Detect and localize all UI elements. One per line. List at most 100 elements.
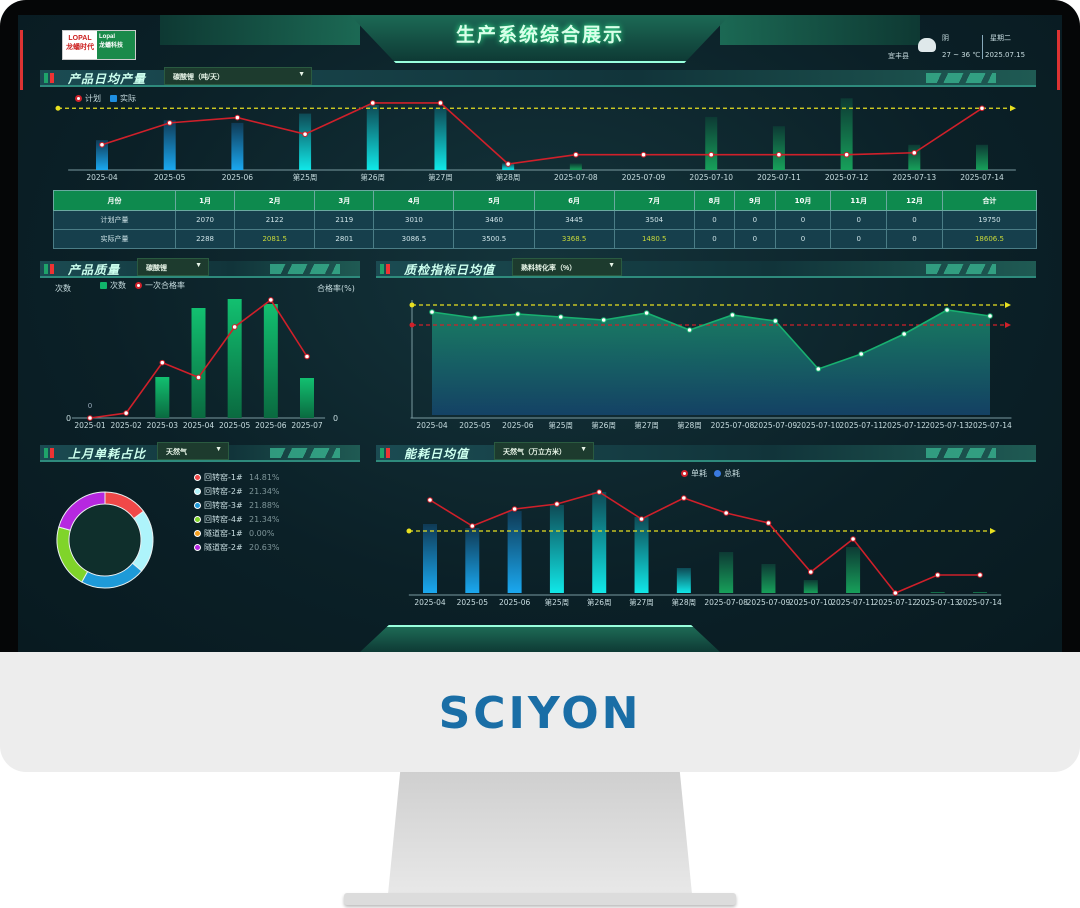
qc-index-point <box>429 309 435 315</box>
x-tick-label: 2025-07-14 <box>960 173 1004 182</box>
x-tick-label: 2025-07-12 <box>874 598 918 607</box>
data-label: 0 <box>88 402 92 410</box>
table-header: 6月 <box>533 190 615 211</box>
unit-consumption-line <box>429 491 980 594</box>
x-tick-label: 2025-05 <box>459 421 491 430</box>
x-tick-label: 2025-04 <box>86 173 118 182</box>
pass-rate-point <box>195 374 202 381</box>
bar <box>423 524 437 593</box>
pass-rate-point <box>87 415 93 421</box>
product-dropdown[interactable]: 碳酸锂（吨/天） ▼ <box>164 67 312 85</box>
lower-limit-line-start <box>409 322 415 328</box>
date: 2025.07.15 <box>985 51 1026 59</box>
dropdown-value: 天然气 <box>166 449 187 456</box>
plan-point <box>776 151 782 158</box>
panel-title: 能耗日均值 <box>404 447 470 461</box>
bar <box>549 505 564 593</box>
unit-consumption-point <box>596 489 603 495</box>
y-axis-title-left: 次数 <box>55 284 71 293</box>
caret-down-icon: ▼ <box>580 446 587 453</box>
bar <box>676 568 691 593</box>
unit-consumption-point <box>977 572 983 578</box>
corner-decoration <box>1040 30 1060 90</box>
x-tick-label: 2025-04 <box>414 598 446 607</box>
row-label: 计划产量 <box>53 210 176 230</box>
dropdown-value: 天然气（万立方米） <box>503 449 566 456</box>
qc-index-point <box>643 310 650 316</box>
energy-type-dropdown[interactable]: 天然气 ▼ <box>157 442 229 460</box>
bar <box>231 122 244 170</box>
plan-point <box>911 149 918 156</box>
bar <box>227 299 242 418</box>
qc-index-dropdown[interactable]: 熟料转化率（%） ▼ <box>512 258 622 276</box>
plan-point <box>979 105 985 112</box>
qc-index-point <box>729 312 736 318</box>
pass-rate-point <box>123 410 129 416</box>
qc-index-point <box>901 331 907 337</box>
x-tick-label: 2025-07-14 <box>958 598 1002 607</box>
x-tick-label: 2025-07-11 <box>839 421 883 430</box>
table-cell: 0 <box>693 229 736 249</box>
legend-pass-rate: 一次合格率 <box>135 280 185 291</box>
unit-consumption-point <box>765 520 772 526</box>
pie-legend-item: 回转窑-3# 21.88% <box>194 500 280 511</box>
x-tick-label: 2025-07-13 <box>925 421 969 430</box>
bar <box>908 144 921 170</box>
qc-index-point <box>557 314 564 320</box>
qc-index-point <box>515 311 521 317</box>
x-tick-label: 2025-07-10 <box>689 173 733 182</box>
pie-legend-item: 回转窑-1# 14.81% <box>194 472 280 483</box>
panel-header-consumption-ratio: 上月单耗占比 天然气 ▼ <box>40 442 360 462</box>
area-fill <box>432 310 990 415</box>
bar <box>772 126 785 170</box>
plan-point <box>437 100 444 106</box>
caret-down-icon: ▼ <box>215 446 222 453</box>
target-line-arrow <box>1010 105 1016 112</box>
dropdown-value: 熟料转化率（%） <box>521 265 577 272</box>
y-axis-title-right: 合格率(%) <box>317 284 355 293</box>
pie-legend-item: 隧道窑-2# 20.63% <box>194 542 280 553</box>
title-banner <box>350 15 730 63</box>
qc-index-point <box>944 307 950 313</box>
x-tick-label: 2025-07-09 <box>622 173 666 182</box>
x-tick-label: 2025-07-13 <box>916 598 960 607</box>
panel-header-energy: 能耗日均值 天然气（万立方米） ▼ <box>376 442 1036 462</box>
bar <box>299 113 312 170</box>
energy-dropdown[interactable]: 天然气（万立方米） ▼ <box>494 442 594 460</box>
x-tick-label: 2025-07-14 <box>968 421 1012 430</box>
qc-index-point <box>686 327 693 333</box>
bar <box>719 552 734 593</box>
unit-consumption-point <box>427 497 433 503</box>
cloud-icon <box>918 38 936 52</box>
x-tick-label: 2025-07-09 <box>754 421 798 430</box>
quality-dropdown[interactable]: 碳酸锂 ▼ <box>137 258 209 276</box>
table-cell: 0 <box>886 229 943 249</box>
x-tick-label: 第28周 <box>677 420 702 430</box>
x-tick-label: 2025-05 <box>457 598 489 607</box>
panel-title: 质检指标日均值 <box>404 263 496 277</box>
table-cell: 0 <box>830 229 888 249</box>
bar <box>465 528 480 593</box>
plan-point <box>234 114 241 121</box>
table-cell: 3086.5 <box>373 229 455 249</box>
plan-point <box>640 151 647 158</box>
donut-center <box>70 505 140 575</box>
unit-consumption-point <box>892 590 899 596</box>
pass-rate-point <box>268 297 274 303</box>
x-tick-label: 2025-07-08 <box>711 421 755 430</box>
x-tick-label: 第25周 <box>293 172 318 182</box>
monitor-stand <box>388 772 692 894</box>
bar <box>846 547 861 593</box>
table-cell: 3010 <box>373 210 455 230</box>
table-cell: 0 <box>774 229 832 249</box>
target-line-start <box>55 105 61 111</box>
table-cell: 3445 <box>533 210 615 230</box>
location: 宜丰县 <box>888 52 909 60</box>
bar <box>705 116 718 170</box>
monthly-output-table: 月份 1月 2月 3月 4月 5月 6月 7月 8月 9月 10月 11月 12月 合计 计划产量 2070 2… <box>53 190 1038 249</box>
x-tick-label: 2025-06 <box>255 421 287 430</box>
x-tick-label: 2025-06 <box>502 421 534 430</box>
plan-point <box>708 151 715 158</box>
unit-consumption-point <box>554 501 560 507</box>
pie-legend-item: 隧道窑-1# 0.00% <box>194 528 280 539</box>
